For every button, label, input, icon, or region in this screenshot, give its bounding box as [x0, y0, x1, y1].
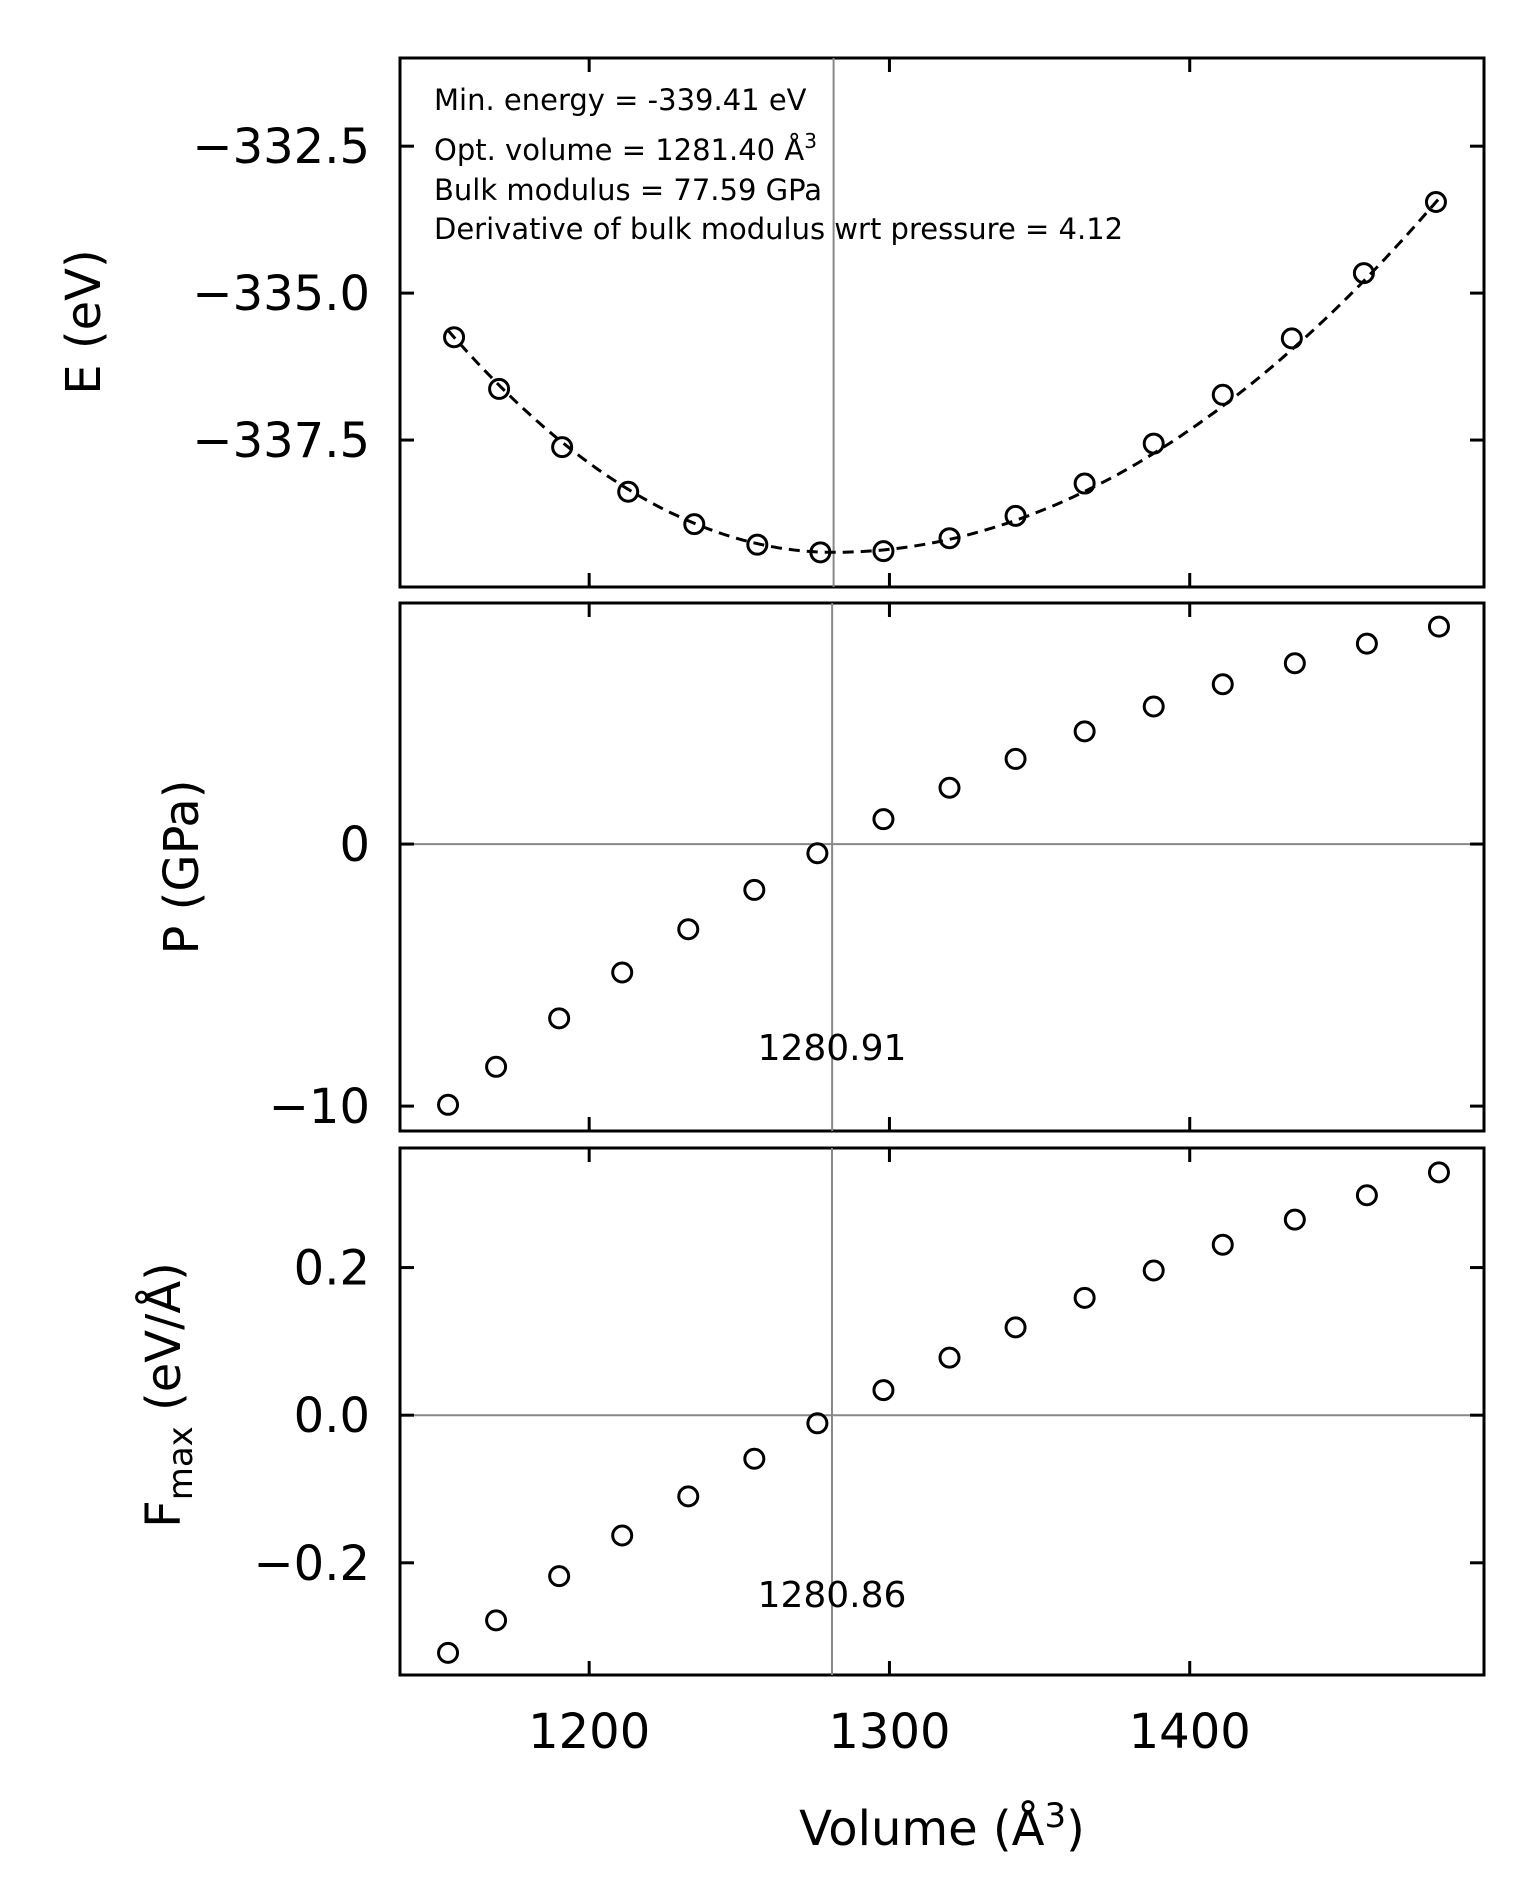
force-data-point	[611, 1524, 634, 1547]
force-ytick-label: 0.2	[294, 1241, 370, 1297]
force-y-axis-label: Fmax (eV/Å)	[135, 1262, 201, 1528]
energy-data-point	[683, 513, 706, 536]
energy-data-point	[1352, 262, 1375, 285]
energy-data-point	[938, 527, 961, 550]
force-data-point	[938, 1346, 961, 1369]
force-data-point	[1427, 1161, 1450, 1184]
opt-volume-text: Opt. volume = 1281.40 Å	[434, 133, 804, 167]
pressure-data-point	[1004, 747, 1027, 770]
energy-fit-line	[446, 197, 1441, 554]
opt-volume-superscript: 3	[804, 129, 817, 153]
pressure-data-point	[938, 776, 961, 799]
x-axis-label-tail: )	[1066, 1801, 1085, 1857]
pressure-ticks: 0 −10	[269, 603, 1484, 1135]
pressure-data-point	[611, 961, 634, 984]
pressure-reference-lines	[400, 603, 1484, 1131]
pressure-data-point	[872, 808, 895, 831]
force-data-point	[437, 1641, 460, 1664]
energy-axes-frame	[398, 56, 1486, 589]
force-y-label-subscript: max	[161, 1426, 201, 1500]
pressure-data-point	[677, 918, 700, 941]
force-data-point	[548, 1565, 571, 1588]
energy-ytick-label: −332.5	[192, 119, 370, 175]
x-axis-label: Volume (Å3)	[799, 1796, 1085, 1857]
xtick-label: 1200	[528, 1704, 650, 1760]
force-axes-frame	[398, 1146, 1486, 1677]
energy-data-point	[443, 326, 466, 349]
force-reference-lines	[400, 1148, 1484, 1675]
force-zero-crossing-label: 1280.86	[758, 1575, 907, 1616]
energy-data-point	[1073, 472, 1096, 495]
energy-ytick-label: −337.5	[192, 413, 370, 469]
pressure-axes-frame	[398, 601, 1486, 1133]
energy-fit-curve	[446, 197, 1441, 554]
pressure-y-axis-label: P (GPa)	[154, 779, 210, 954]
energy-data-point	[872, 540, 895, 563]
pressure-data-point	[437, 1093, 460, 1116]
force-data-point	[806, 1412, 829, 1435]
force-data-point	[1211, 1233, 1234, 1256]
pressure-ytick-label: 0	[339, 817, 370, 873]
opt-volume-annotation: Opt. volume = 1281.40 Å3	[434, 129, 817, 167]
energy-data-point	[1424, 191, 1447, 214]
energy-ytick-label: −335.0	[192, 266, 370, 322]
pressure-data-point	[485, 1055, 508, 1078]
pressure-data-point	[743, 878, 766, 901]
force-data-point	[677, 1485, 700, 1508]
x-axis-label-text: Volume (Å	[799, 1800, 1045, 1857]
xtick-label: 1300	[828, 1704, 950, 1760]
energy-points	[443, 191, 1447, 564]
pressure-data-point	[1427, 615, 1450, 638]
force-ytick-label: −0.2	[253, 1536, 370, 1592]
force-data-point	[1355, 1184, 1378, 1207]
force-data-point	[872, 1379, 895, 1402]
pressure-data-point	[806, 842, 829, 865]
pressure-ytick-label: −10	[269, 1079, 370, 1135]
force-ticks: 0.2 0.0 −0.2 1200 1300 1400	[253, 1148, 1484, 1760]
pressure-points	[437, 615, 1450, 1116]
force-data-point	[1142, 1259, 1165, 1282]
x-axis-label-superscript: 3	[1044, 1796, 1066, 1836]
energy-data-point	[1211, 383, 1234, 406]
bulk-modulus-annotation: Bulk modulus = 77.59 GPa	[434, 173, 822, 207]
pressure-panel: 0 −10 P (GPa) 1280.91	[154, 601, 1486, 1135]
pressure-data-point	[1142, 695, 1165, 718]
pressure-zero-crossing-label: 1280.91	[758, 1028, 907, 1069]
energy-ticks: −332.5 −335.0 −337.5	[192, 58, 1484, 587]
force-data-point	[485, 1609, 508, 1632]
pressure-data-point	[548, 1007, 571, 1030]
pressure-data-point	[1283, 652, 1306, 675]
force-ytick-label: 0.0	[294, 1388, 370, 1444]
force-data-point	[1283, 1208, 1306, 1231]
bulk-derivative-annotation: Derivative of bulk modulus wrt pressure …	[434, 212, 1123, 246]
energy-data-point	[551, 436, 574, 459]
force-data-point	[1073, 1286, 1096, 1309]
force-panel: 0.2 0.0 −0.2 1200 1300 1400 Fmax (eV/Å) 1280.…	[135, 1146, 1486, 1857]
force-y-label-tail: (eV/Å)	[135, 1262, 192, 1426]
energy-data-point	[617, 480, 640, 503]
energy-data-point	[1004, 504, 1027, 527]
min-energy-annotation: Min. energy = -339.41 eV	[434, 83, 807, 117]
force-y-label-main: F	[136, 1500, 192, 1528]
force-data-point	[1004, 1316, 1027, 1339]
xtick-label: 1400	[1129, 1704, 1251, 1760]
energy-data-point	[746, 533, 769, 556]
energy-panel: −332.5 −335.0 −337.5 E (eV) Min. energy = …	[56, 56, 1486, 589]
energy-data-point	[1280, 327, 1303, 350]
pressure-data-point	[1211, 673, 1234, 696]
force-points	[437, 1161, 1450, 1664]
energy-data-point	[1142, 432, 1165, 455]
energy-data-point	[809, 541, 832, 564]
energy-data-point	[488, 377, 511, 400]
pressure-data-point	[1073, 720, 1096, 743]
force-data-point	[743, 1447, 766, 1470]
energy-y-axis-label: E (eV)	[56, 249, 112, 394]
pressure-data-point	[1355, 632, 1378, 655]
